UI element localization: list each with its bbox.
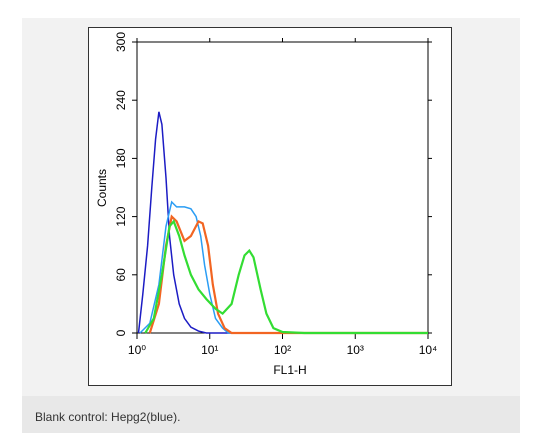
x-tick-label: 10¹ bbox=[201, 343, 218, 357]
y-tick-label: 240 bbox=[114, 90, 128, 110]
histogram-line bbox=[144, 219, 428, 335]
caption-bar: Blank control: Hepg2(blue). bbox=[22, 396, 520, 433]
x-tick-label: 10⁴ bbox=[419, 343, 438, 357]
x-tick-label: 10³ bbox=[347, 343, 364, 357]
y-tick-label: 0 bbox=[114, 329, 128, 336]
y-tick-label: 180 bbox=[114, 148, 128, 168]
histogram-line bbox=[137, 111, 428, 334]
y-tick-label: 120 bbox=[114, 206, 128, 226]
caption: Blank control: Hepg2(blue). bbox=[35, 410, 181, 424]
x-tick-label: 10⁰ bbox=[128, 343, 146, 357]
y-tick-label: 300 bbox=[114, 32, 128, 52]
x-axis-label: FL1-H bbox=[273, 363, 306, 377]
histogram-line bbox=[139, 200, 428, 334]
plot-area bbox=[136, 41, 429, 334]
y-axis-label: Counts bbox=[95, 169, 109, 207]
x-tick-label: 10² bbox=[274, 343, 291, 357]
y-tick-label: 60 bbox=[114, 268, 128, 282]
